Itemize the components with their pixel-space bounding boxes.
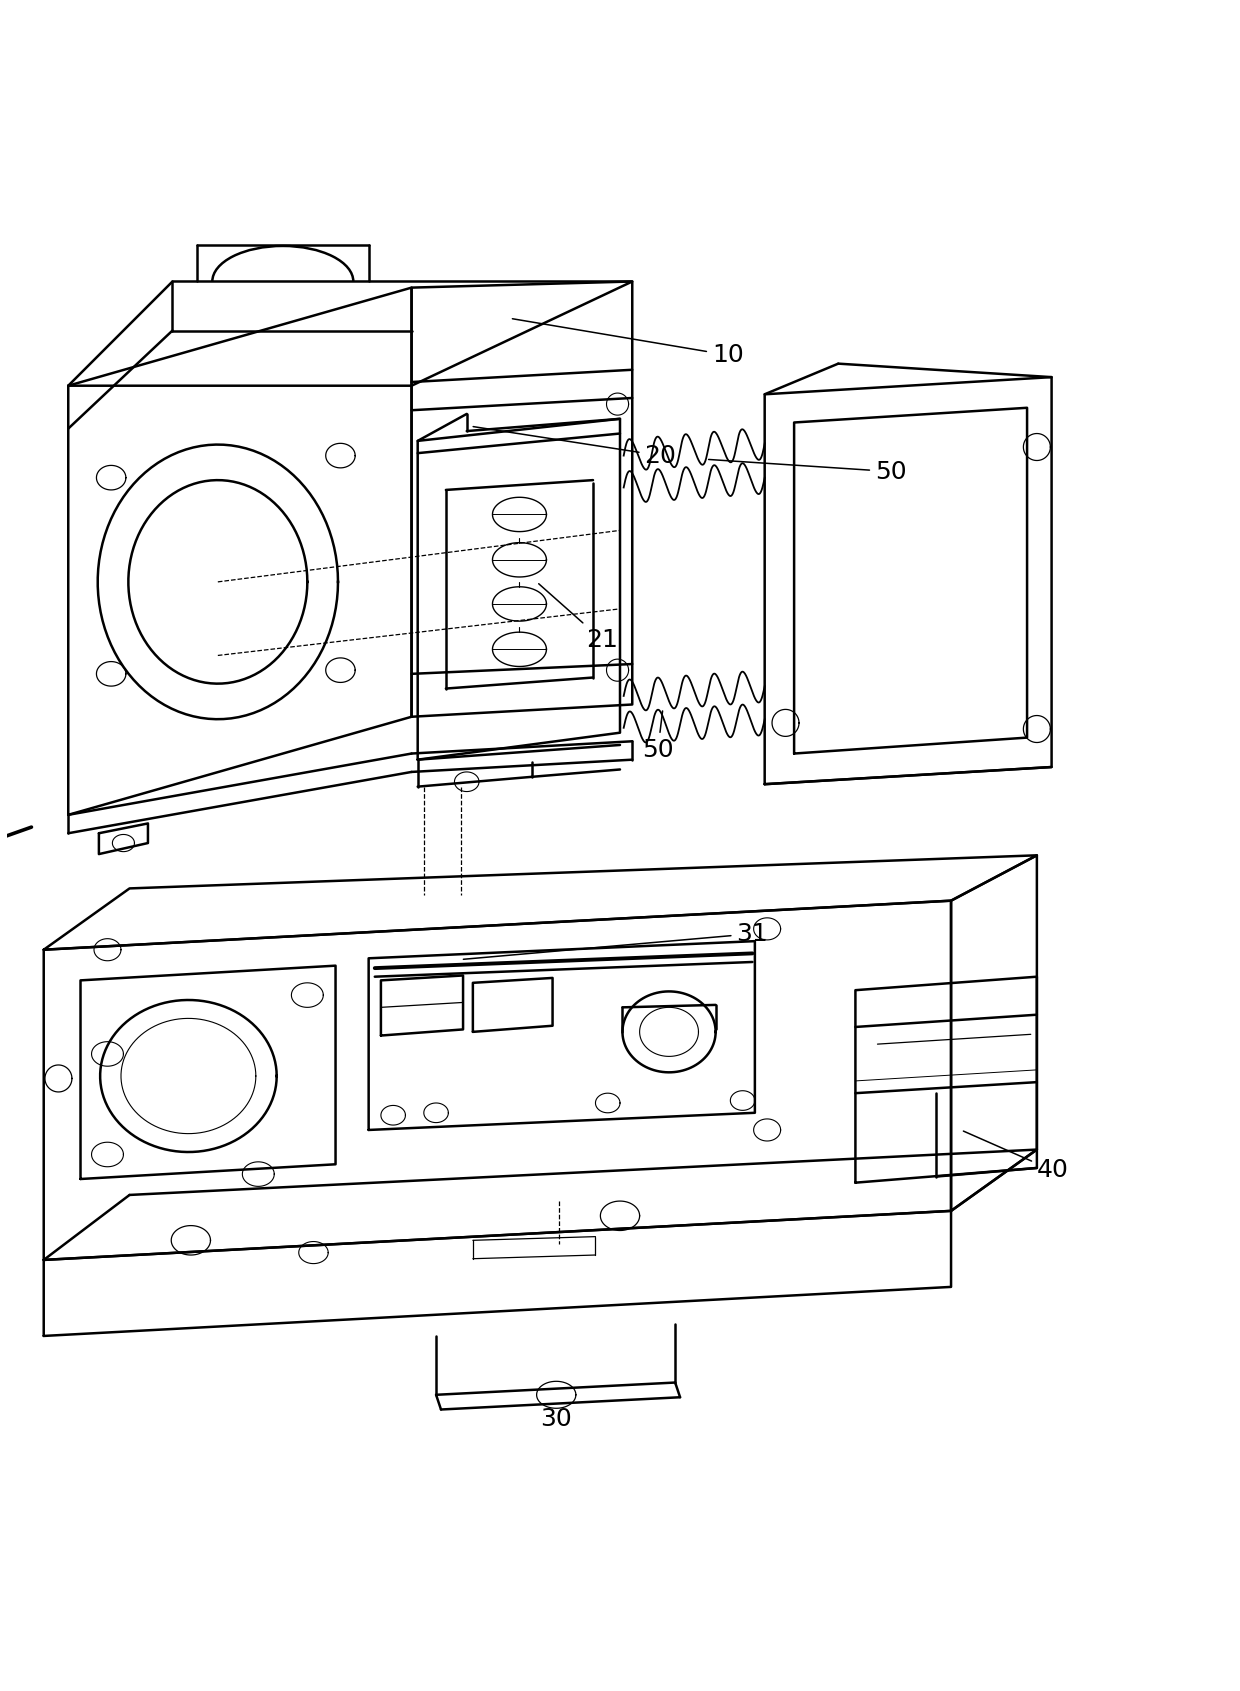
Text: 31: 31 [464, 922, 769, 959]
Text: 21: 21 [538, 583, 618, 651]
Text: 30: 30 [541, 1407, 572, 1431]
Text: 50: 50 [708, 460, 906, 484]
Text: 20: 20 [474, 426, 676, 468]
Text: 10: 10 [512, 318, 744, 367]
Text: 50: 50 [642, 710, 673, 763]
Text: 40: 40 [963, 1131, 1069, 1182]
